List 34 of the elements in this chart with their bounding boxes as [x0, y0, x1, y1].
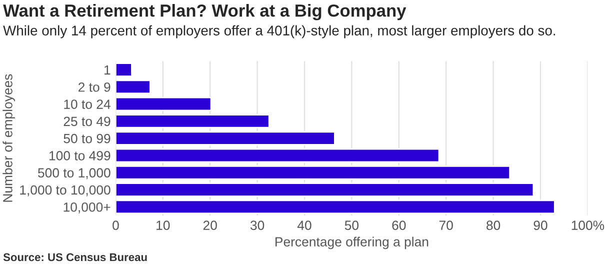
- bar: [116, 62, 132, 77]
- x-tick-label: 10: [156, 220, 170, 230]
- bar: [116, 80, 151, 94]
- bar: [116, 165, 511, 180]
- y-tick-label: 50 to 99: [64, 134, 110, 144]
- y-tick-label: 25 to 49: [64, 116, 110, 126]
- x-tick-label: 0: [112, 220, 119, 230]
- x-tick-label: 100%: [572, 220, 604, 230]
- y-tick-label: 100 to 499: [49, 151, 110, 160]
- y-axis-title: Number of employees: [2, 74, 15, 202]
- chart-title: Want a Retirement Plan? Work at a Big Company: [3, 4, 406, 20]
- x-tick-label: 70: [439, 220, 453, 230]
- y-tick-label: 1,000 to 10,000: [20, 185, 110, 196]
- y-tick-label: 1: [104, 65, 110, 75]
- x-tick-label: 60: [392, 220, 406, 230]
- bar: [116, 182, 534, 197]
- y-tick-label: 10,000+: [64, 202, 110, 214]
- bar: [116, 96, 212, 112]
- x-tick-label: 50: [344, 220, 359, 230]
- x-tick-label: 80: [486, 220, 500, 230]
- x-axis-title: Percentage offering a plan: [276, 236, 428, 250]
- x-tick-label: 20: [203, 220, 217, 230]
- bar: [116, 200, 556, 214]
- y-tick-label: 2 to 9: [78, 82, 110, 92]
- bar: [116, 114, 270, 128]
- bar: [116, 131, 336, 146]
- y-tick-label: 500 to 1,000: [38, 168, 110, 180]
- x-tick-label: 40: [297, 220, 312, 230]
- bar: [116, 148, 440, 163]
- x-tick-label: 30: [250, 220, 264, 230]
- source-note: Source: US Census Bureau: [3, 253, 147, 262]
- chart-subtitle: While only 14 percent of employers offer a 401(k)-style plan, most larger employers do so.: [3, 25, 556, 38]
- y-tick-label: 10 to 24: [64, 100, 110, 109]
- x-tick-label: 90: [534, 220, 548, 230]
